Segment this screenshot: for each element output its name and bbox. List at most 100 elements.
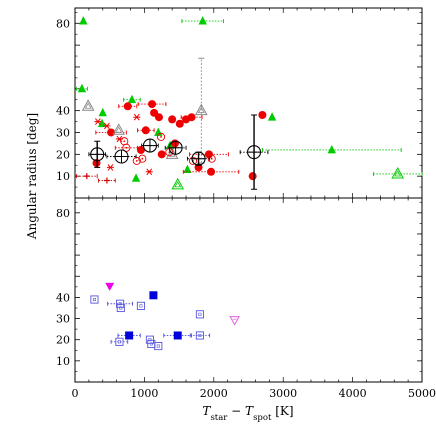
marker-filled-circle [170, 139, 179, 148]
data-point [229, 316, 240, 326]
data-point [88, 140, 106, 168]
data-point [136, 301, 145, 310]
data-point [75, 83, 88, 93]
marker-filled-circle [187, 113, 196, 122]
marker-open-square-inner [117, 340, 121, 344]
data-point [372, 166, 423, 179]
marker-circled-dot-center [160, 135, 162, 138]
marker-filled-circle [123, 102, 132, 111]
marker-filled-circle [168, 115, 177, 124]
marker-circled-dot [157, 132, 166, 141]
data-point [98, 177, 116, 184]
marker-circled-plus-cross [90, 147, 104, 161]
series-open-square [90, 295, 211, 351]
data-point [157, 150, 166, 159]
marker-circled-dot [207, 154, 216, 163]
marker-filled-triangle [154, 127, 163, 136]
marker-open-triangle-inner [115, 126, 123, 133]
data-point [248, 172, 257, 181]
marker-filled-triangle [183, 164, 192, 174]
data-point [137, 100, 167, 109]
x-tick-label: 3000 [269, 387, 297, 400]
marker-filled-square [149, 291, 158, 300]
marker-open-square-inner [198, 333, 202, 337]
marker-circled-plus-cross [192, 152, 206, 166]
data-point [141, 138, 159, 153]
series-asterisk [94, 113, 153, 176]
data-point [115, 135, 123, 143]
marker-filled-circle [157, 150, 166, 159]
data-point [258, 111, 267, 120]
data-point [116, 303, 125, 313]
marker-circled-dot [122, 143, 131, 152]
marker-open-square-inner [92, 298, 96, 302]
y-tick-label: 20 [56, 148, 70, 161]
marker-open-square [116, 299, 125, 308]
y-tick-label: 40 [56, 105, 70, 118]
y-tick-label: 10 [56, 355, 70, 368]
x-tick-label: 5000 [408, 387, 436, 400]
x-tick-label: 1000 [130, 387, 158, 400]
data-point [154, 113, 163, 122]
data-point [164, 140, 187, 155]
marker-open-square [116, 303, 125, 313]
marker-open-square [90, 295, 99, 304]
data-point [81, 99, 95, 111]
marker-open-square-inner [149, 342, 153, 346]
marker-open-square-inner [119, 306, 123, 310]
x-tick-label: 2000 [200, 387, 228, 400]
marker-circled-dot-center [135, 159, 138, 162]
marker-filled-circle [148, 100, 157, 109]
marker-filled-circle [136, 145, 145, 154]
data-point [94, 118, 102, 125]
marker-open-triangle [171, 177, 185, 190]
marker-plus [83, 173, 90, 180]
series-open-triangle-down [229, 316, 240, 326]
data-point [75, 173, 98, 180]
marker-open-square-inner [156, 344, 160, 348]
series-circled-dot [114, 132, 216, 165]
data-point [118, 102, 138, 111]
marker-open-triangle-inner [394, 170, 402, 177]
data-point [186, 151, 211, 166]
x-axis-label-part: − [227, 404, 245, 418]
marker-open-square [154, 341, 163, 351]
data-point [194, 57, 208, 164]
y-tick-label: 30 [56, 126, 70, 139]
data-point [90, 295, 99, 304]
data-point [145, 168, 153, 176]
marker-open-square-inner [198, 312, 202, 316]
x-tick-label: 0 [72, 387, 79, 400]
data-point [267, 112, 277, 121]
data-point [154, 127, 163, 136]
series-open-triangle [171, 166, 423, 190]
marker-filled-triangle [97, 118, 107, 128]
y-tick-label: 20 [56, 334, 70, 347]
marker-filled-triangle [198, 16, 207, 25]
marker-filled-triangle [127, 94, 137, 104]
data-point [189, 150, 229, 159]
marker-asterisk [115, 135, 123, 143]
data-point [105, 282, 115, 291]
data-point [79, 16, 88, 25]
marker-open-square-inner [118, 302, 122, 306]
x-axis-label-part: star [210, 413, 228, 423]
marker-filled-triangle [77, 83, 87, 93]
y-axis-label: Angular radius [deg] [25, 113, 39, 240]
x-axis-label: Tstar − Tspot [K] [202, 404, 293, 423]
data-point [132, 156, 141, 165]
series-plus [75, 173, 116, 184]
data-point [157, 132, 166, 141]
data-point [175, 119, 184, 128]
data-point [98, 107, 107, 117]
marker-circled-dot [188, 156, 198, 165]
data-point [195, 310, 204, 319]
marker-asterisk [145, 168, 153, 176]
marker-filled-circle [141, 126, 150, 135]
data-point [112, 123, 126, 135]
marker-filled-square [125, 331, 134, 340]
marker-plus [103, 177, 110, 184]
y-tick-label: 80 [56, 17, 70, 30]
data-point [149, 291, 158, 300]
